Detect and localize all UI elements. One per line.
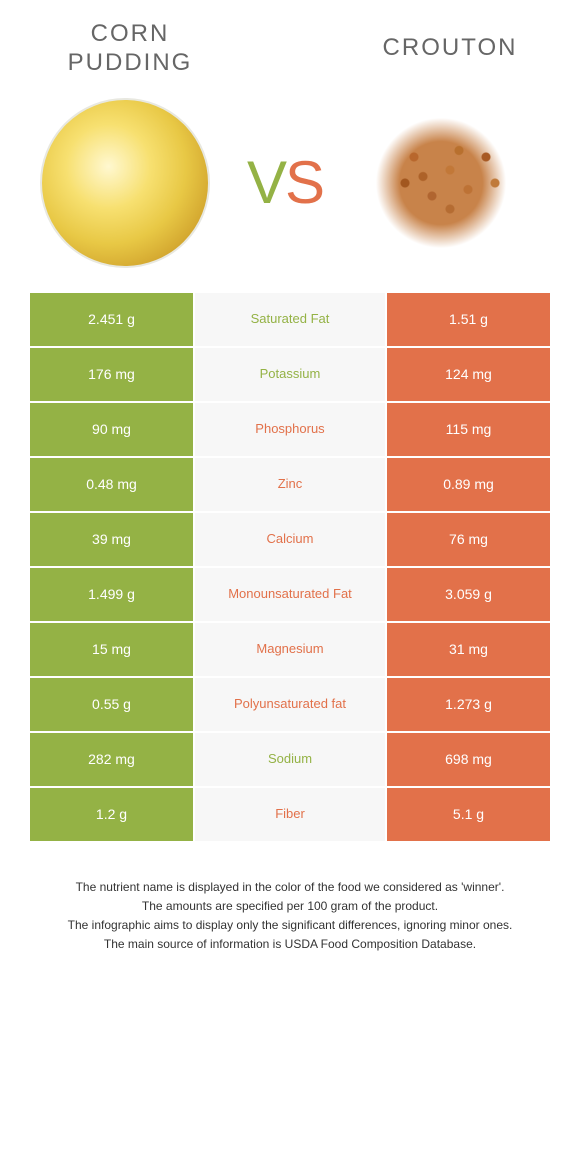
value-right: 0.89 mg bbox=[385, 458, 550, 513]
value-right: 698 mg bbox=[385, 733, 550, 788]
footer-notes: The nutrient name is displayed in the co… bbox=[30, 878, 550, 955]
table-row: 0.48 mgZinc0.89 mg bbox=[30, 458, 550, 513]
footer-line: The nutrient name is displayed in the co… bbox=[40, 878, 540, 897]
footer-line: The infographic aims to display only the… bbox=[40, 916, 540, 935]
value-right: 124 mg bbox=[385, 348, 550, 403]
table-row: 39 mgCalcium76 mg bbox=[30, 513, 550, 568]
nutrient-label: Magnesium bbox=[195, 623, 385, 678]
nutrient-label: Fiber bbox=[195, 788, 385, 843]
value-left: 282 mg bbox=[30, 733, 195, 788]
table-row: 1.2 gFiber5.1 g bbox=[30, 788, 550, 843]
food-right-title: CROUTON bbox=[350, 34, 550, 63]
food-right-image bbox=[360, 118, 540, 248]
table-row: 15 mgMagnesium31 mg bbox=[30, 623, 550, 678]
table-row: 1.499 gMonounsaturated Fat3.059 g bbox=[30, 568, 550, 623]
table-row: 2.451 gSaturated Fat1.51 g bbox=[30, 293, 550, 348]
value-left: 2.451 g bbox=[30, 293, 195, 348]
value-left: 90 mg bbox=[30, 403, 195, 458]
value-left: 1.499 g bbox=[30, 568, 195, 623]
food-left-image bbox=[40, 98, 210, 268]
nutrient-label: Calcium bbox=[195, 513, 385, 568]
nutrient-label: Sodium bbox=[195, 733, 385, 788]
vs-s: S bbox=[285, 149, 323, 216]
value-right: 115 mg bbox=[385, 403, 550, 458]
value-left: 0.48 mg bbox=[30, 458, 195, 513]
value-right: 76 mg bbox=[385, 513, 550, 568]
value-right: 31 mg bbox=[385, 623, 550, 678]
value-left: 39 mg bbox=[30, 513, 195, 568]
value-left: 0.55 g bbox=[30, 678, 195, 733]
nutrient-table: 2.451 gSaturated Fat1.51 g176 mgPotassiu… bbox=[30, 293, 550, 843]
value-left: 15 mg bbox=[30, 623, 195, 678]
value-left: 1.2 g bbox=[30, 788, 195, 843]
value-right: 3.059 g bbox=[385, 568, 550, 623]
footer-line: The main source of information is USDA F… bbox=[40, 935, 540, 954]
footer-line: The amounts are specified per 100 gram o… bbox=[40, 897, 540, 916]
table-row: 90 mgPhosphorus115 mg bbox=[30, 403, 550, 458]
table-row: 176 mgPotassium124 mg bbox=[30, 348, 550, 403]
food-left-title: CORN PUDDING bbox=[30, 20, 230, 78]
nutrient-label: Zinc bbox=[195, 458, 385, 513]
nutrient-label: Saturated Fat bbox=[195, 293, 385, 348]
value-left: 176 mg bbox=[30, 348, 195, 403]
value-right: 5.1 g bbox=[385, 788, 550, 843]
nutrient-label: Potassium bbox=[195, 348, 385, 403]
nutrient-label: Phosphorus bbox=[195, 403, 385, 458]
nutrient-label: Polyunsaturated fat bbox=[195, 678, 385, 733]
value-right: 1.273 g bbox=[385, 678, 550, 733]
nutrient-label: Monounsaturated Fat bbox=[195, 568, 385, 623]
vs-v: V bbox=[247, 149, 285, 216]
table-row: 282 mgSodium698 mg bbox=[30, 733, 550, 788]
vs-label: VS bbox=[247, 148, 323, 217]
images-row: VS bbox=[30, 98, 550, 268]
header: CORN PUDDING CROUTON bbox=[30, 20, 550, 78]
table-row: 0.55 gPolyunsaturated fat1.273 g bbox=[30, 678, 550, 733]
value-right: 1.51 g bbox=[385, 293, 550, 348]
